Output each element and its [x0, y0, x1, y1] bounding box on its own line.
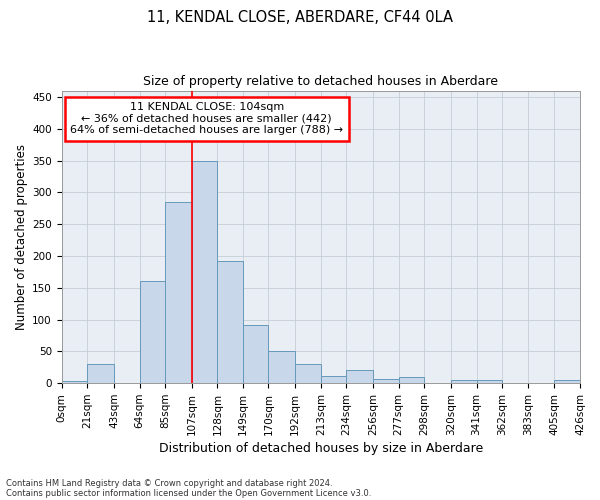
- Bar: [554, 380, 580, 383]
- Bar: [243, 326, 268, 383]
- X-axis label: Distribution of detached houses by size in Aberdare: Distribution of detached houses by size …: [158, 442, 483, 455]
- Bar: [268, 352, 295, 383]
- Bar: [140, 282, 165, 383]
- Bar: [321, 376, 346, 383]
- Bar: [165, 202, 192, 383]
- Text: Contains public sector information licensed under the Open Government Licence v3: Contains public sector information licen…: [6, 488, 371, 498]
- Text: 11 KENDAL CLOSE: 104sqm
← 36% of detached houses are smaller (442)
64% of semi-d: 11 KENDAL CLOSE: 104sqm ← 36% of detache…: [70, 102, 343, 136]
- Bar: [87, 364, 114, 383]
- Bar: [476, 380, 502, 383]
- Bar: [62, 382, 87, 383]
- Bar: [398, 377, 424, 383]
- Bar: [373, 379, 398, 383]
- Bar: [295, 364, 321, 383]
- Title: Size of property relative to detached houses in Aberdare: Size of property relative to detached ho…: [143, 75, 499, 88]
- Y-axis label: Number of detached properties: Number of detached properties: [15, 144, 28, 330]
- Text: Contains HM Land Registry data © Crown copyright and database right 2024.: Contains HM Land Registry data © Crown c…: [6, 478, 332, 488]
- Text: 11, KENDAL CLOSE, ABERDARE, CF44 0LA: 11, KENDAL CLOSE, ABERDARE, CF44 0LA: [147, 10, 453, 25]
- Bar: [217, 261, 243, 383]
- Bar: [346, 370, 373, 383]
- Bar: [451, 380, 476, 383]
- Bar: [192, 160, 217, 383]
